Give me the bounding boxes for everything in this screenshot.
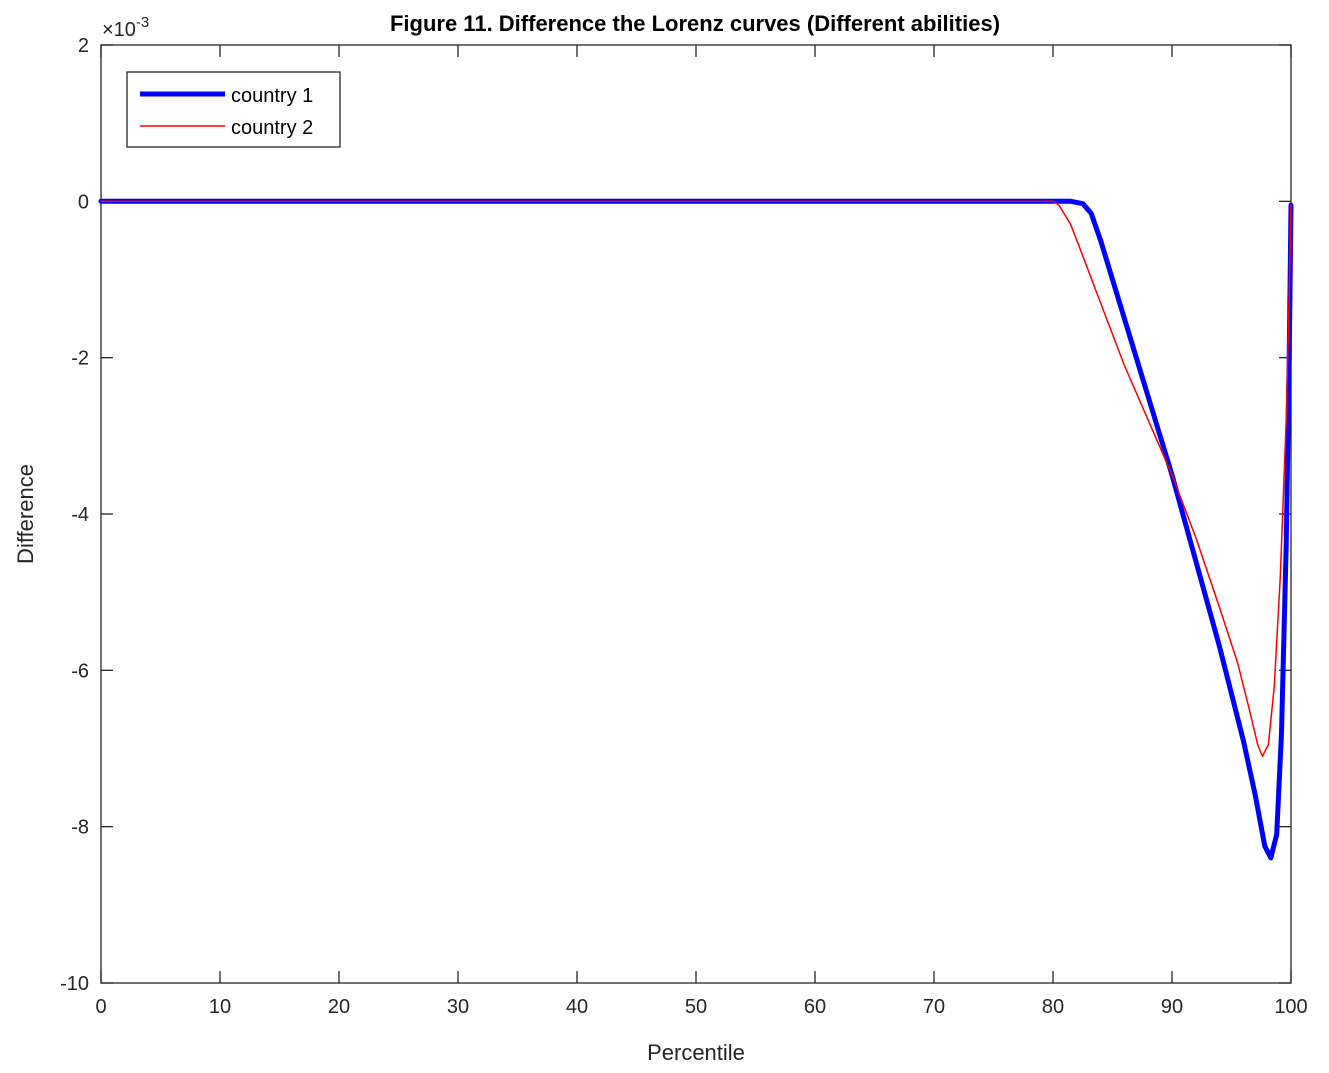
legend: country 1 country 2 [126, 71, 341, 148]
chart-title: Figure 11. Difference the Lorenz curves … [390, 11, 1000, 36]
y-tick-label: -8 [71, 817, 89, 839]
y-tick-label: -4 [71, 504, 89, 526]
x-tick-label: 90 [1161, 996, 1183, 1018]
x-tick-label: 80 [1042, 996, 1064, 1018]
y-tick-label: 2 [78, 35, 89, 57]
x-tick-label: 20 [328, 996, 350, 1018]
x-tick-label: 30 [447, 996, 469, 1018]
legend-label-country-2: country 2 [231, 117, 313, 139]
y-scale-factor: ×10-3 [102, 14, 149, 41]
x-axis-label: Percentile [647, 1040, 745, 1065]
y-tick-label: -6 [71, 660, 89, 682]
x-tick-label: 50 [685, 996, 707, 1018]
series-line-country-2 [100, 200, 1292, 758]
legend-label-country-1: country 1 [231, 85, 313, 107]
y-tick-label: 0 [78, 191, 89, 213]
x-tick-label: 70 [923, 996, 945, 1018]
x-tick-label: 0 [95, 996, 106, 1018]
plot-area [100, 44, 1292, 984]
lines-layer [98, 198, 1294, 861]
y-axis-label: Difference [13, 464, 38, 564]
y-tick-label: -2 [71, 348, 89, 370]
x-tick-label: 60 [804, 996, 826, 1018]
legend-box [126, 71, 341, 148]
x-tick-label: 40 [566, 996, 588, 1018]
x-tick-label: 100 [1274, 996, 1307, 1018]
y-tick-label: -10 [60, 973, 89, 995]
y-scale-exponent: -3 [136, 14, 149, 31]
x-tick-label: 10 [209, 996, 231, 1018]
